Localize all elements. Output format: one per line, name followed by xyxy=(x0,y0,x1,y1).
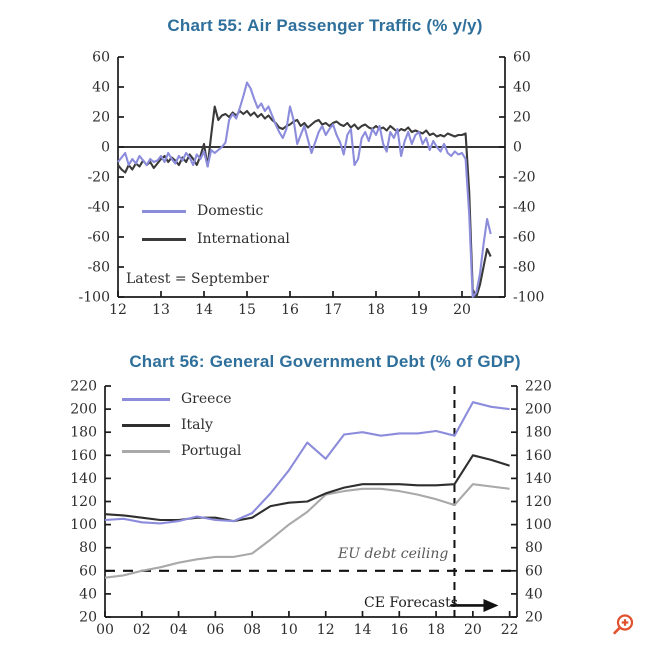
x-tick-label: 18 xyxy=(427,622,445,638)
y-tick-label-left: 60 xyxy=(92,50,110,66)
legend-label-italy: Italy xyxy=(181,417,213,433)
y-tick-label-left: 200 xyxy=(70,402,97,418)
x-tick-label: 13 xyxy=(152,302,170,318)
series-portugal xyxy=(104,483,510,579)
x-tick-label: 04 xyxy=(170,622,188,638)
y-tick-label-right: 200 xyxy=(525,402,552,418)
y-tick-label-left: 40 xyxy=(92,80,110,96)
x-tick-label: 20 xyxy=(464,622,482,638)
ce-forecasts-label: CE Forecasts xyxy=(364,595,458,611)
legend-label-portugal: Portugal xyxy=(181,443,242,459)
y-tick-label-right: 60 xyxy=(513,50,531,66)
y-tick-label-left: -100 xyxy=(79,290,110,306)
x-tick-label: 08 xyxy=(243,622,261,638)
y-tick-label-right: 40 xyxy=(525,586,543,602)
x-tick-label: 16 xyxy=(390,622,408,638)
y-tick-label-left: 20 xyxy=(79,610,97,626)
forecast-arrow-head xyxy=(483,598,499,612)
y-tick-label-right: 180 xyxy=(525,425,552,441)
x-tick-label: 18 xyxy=(367,302,385,318)
y-tick-label-left: -60 xyxy=(87,230,110,246)
y-tick-label-right: -60 xyxy=(513,230,536,246)
chart-56-legend: Greece Italy Portugal xyxy=(122,390,241,468)
chart-55-plot: 60 60 40 40 20 20 0 0 -20 -20 -40 -40 -60 -60 -80 -80 -1… xyxy=(79,50,545,319)
x-tick-label: 14 xyxy=(195,302,213,318)
y-tick-label-left: 100 xyxy=(70,517,97,533)
legend-label-international: International xyxy=(197,231,290,247)
y-tick-label-right: 120 xyxy=(525,494,552,510)
y-tick-label-left: 180 xyxy=(70,425,97,441)
y-tick-label-left: 60 xyxy=(79,563,97,579)
zoom-in-icon[interactable] xyxy=(610,612,636,638)
y-tick-label-right: 20 xyxy=(525,610,543,626)
series-italy xyxy=(104,454,510,523)
x-tick-label: 10 xyxy=(280,622,298,638)
y-tick-label-right: 20 xyxy=(513,110,531,126)
x-tick-label: 22 xyxy=(501,622,519,638)
y-tick-label-right: -40 xyxy=(513,200,536,216)
series-greece xyxy=(104,401,510,525)
y-tick-label-right: -80 xyxy=(513,260,536,276)
x-tick-label: 16 xyxy=(281,302,299,318)
chart-55-title: Chart 55: Air Passenger Traffic (% y/y) xyxy=(167,16,483,35)
y-tick-label-left: 40 xyxy=(79,586,97,602)
portugal-line-swatch xyxy=(122,449,170,453)
legend-label-domestic: Domestic xyxy=(197,203,264,219)
y-tick-label-right: 0 xyxy=(513,140,522,156)
y-tick-label-left: -40 xyxy=(87,200,110,216)
y-tick-label-left: 220 xyxy=(70,379,97,395)
legend-item-italy: Italy xyxy=(122,416,241,434)
y-tick-label-right: 140 xyxy=(525,471,552,487)
series-international xyxy=(117,105,492,299)
y-tick-label-left: 0 xyxy=(101,140,110,156)
italy-line-swatch xyxy=(122,423,170,427)
x-tick-label: 17 xyxy=(324,302,342,318)
y-tick-label-left: 20 xyxy=(92,110,110,126)
y-tick-label-left: 80 xyxy=(79,540,97,556)
x-tick-label: 14 xyxy=(354,622,372,638)
domestic-line-swatch xyxy=(142,209,186,213)
x-tick-label: 15 xyxy=(238,302,256,318)
x-tick-label: 12 xyxy=(109,302,127,318)
y-tick-label-left: 160 xyxy=(70,448,97,464)
x-tick-label: 00 xyxy=(96,622,114,638)
legend-item-greece: Greece xyxy=(122,390,241,408)
international-line-swatch xyxy=(142,237,186,241)
y-tick-label-right: 60 xyxy=(525,563,543,579)
y-tick-label-left: -20 xyxy=(87,170,110,186)
y-tick-label-right: 40 xyxy=(513,80,531,96)
y-tick-label-right: 220 xyxy=(525,379,552,395)
legend-item-portugal: Portugal xyxy=(122,442,241,460)
chart-55-legend: Domestic International xyxy=(142,202,290,258)
legend-item-domestic: Domestic xyxy=(142,202,290,220)
y-tick-label-left: -80 xyxy=(87,260,110,276)
x-tick-label: 19 xyxy=(410,302,428,318)
y-tick-label-right: -100 xyxy=(513,290,544,306)
x-tick-label: 12 xyxy=(317,622,335,638)
y-tick-label-left: 120 xyxy=(70,494,97,510)
y-tick-label-right: 100 xyxy=(525,517,552,533)
y-tick-label-right: -20 xyxy=(513,170,536,186)
y-tick-label-left: 140 xyxy=(70,471,97,487)
greece-line-swatch xyxy=(122,397,170,401)
legend-item-international: International xyxy=(142,230,290,248)
y-tick-label-right: 80 xyxy=(525,540,543,556)
latest-note: Latest = September xyxy=(126,271,269,287)
chart-56-title: Chart 56: General Government Debt (% of … xyxy=(129,352,521,371)
x-tick-label: 06 xyxy=(206,622,224,638)
y-tick-label-right: 160 xyxy=(525,448,552,464)
series-domestic xyxy=(117,81,492,299)
eu-debt-ceiling-label: EU debt ceiling xyxy=(338,546,449,562)
x-tick-label: 20 xyxy=(453,302,471,318)
legend-label-greece: Greece xyxy=(181,391,232,407)
x-tick-label: 02 xyxy=(133,622,151,638)
